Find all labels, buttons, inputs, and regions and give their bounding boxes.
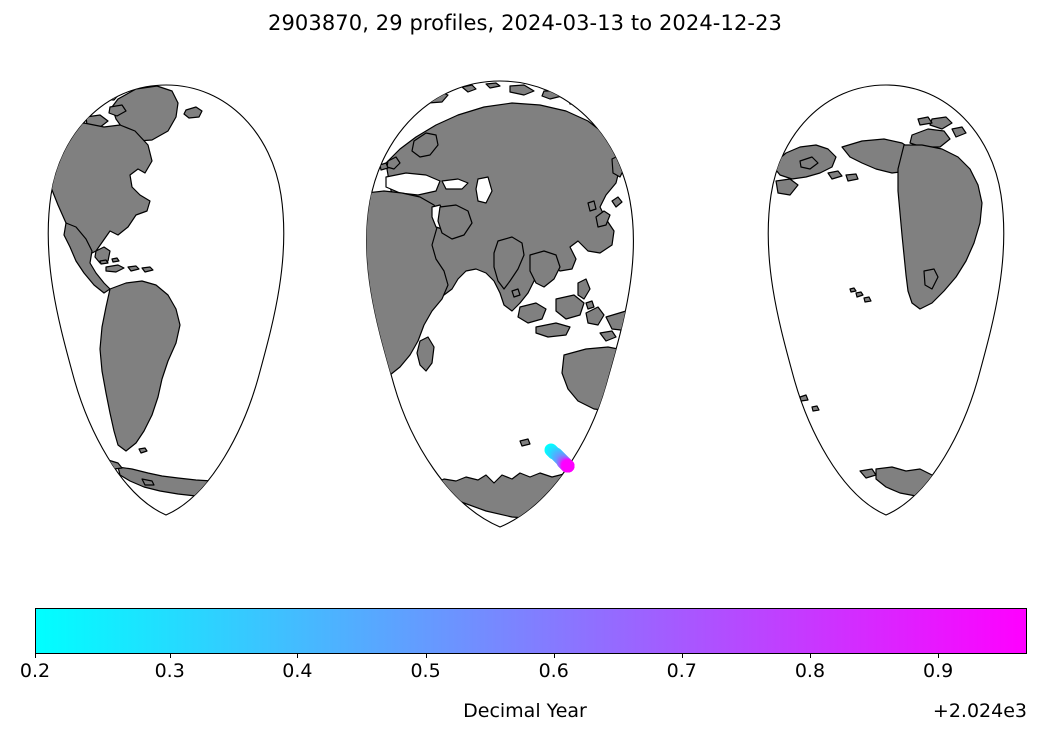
colorbar-tick	[938, 654, 940, 658]
colorbar-tick-label: 0.7	[666, 660, 697, 682]
colorbar-axes[interactable]	[35, 608, 1027, 654]
colorbar-tick-label: 0.8	[794, 660, 826, 682]
colorbar-tick-label: 0.3	[154, 660, 185, 682]
colorbar-gradient	[35, 608, 1027, 654]
colorbar-tick	[681, 654, 683, 658]
profile-point	[561, 459, 575, 473]
map-lobe-afroeurasia	[366, 80, 634, 528]
world-map	[47, 80, 1005, 528]
colorbar-offset-text: +2.024e3	[932, 700, 1027, 722]
scatter-points-layer	[544, 443, 575, 473]
colorbar-tick-label: 0.5	[410, 660, 441, 682]
colorbar-tick-label: 0.4	[282, 660, 313, 682]
colorbar-tick-label: 0.6	[538, 660, 569, 682]
map-lobe-pacific	[767, 84, 1005, 516]
colorbar-tick	[35, 654, 36, 658]
colorbar-tick	[425, 654, 427, 658]
map-axes	[0, 55, 1050, 555]
colorbar-tick-label: 0.9	[923, 660, 954, 682]
colorbar-tick	[297, 654, 299, 658]
colorbar-ticks: 0.2 0.3 0.4 0.5 0.6 0.7 0.8 0.9	[20, 654, 1027, 694]
colorbar-tick-label: 0.2	[19, 660, 51, 682]
map-lobe-americas	[47, 84, 285, 516]
page-title: 2903870, 29 profiles, 2024-03-13 to 2024…	[267, 11, 782, 35]
colorbar-tick	[809, 654, 811, 658]
colorbar-axis-label: Decimal Year	[463, 700, 587, 722]
colorbar-tick	[169, 654, 171, 658]
colorbar-tick	[553, 654, 555, 658]
